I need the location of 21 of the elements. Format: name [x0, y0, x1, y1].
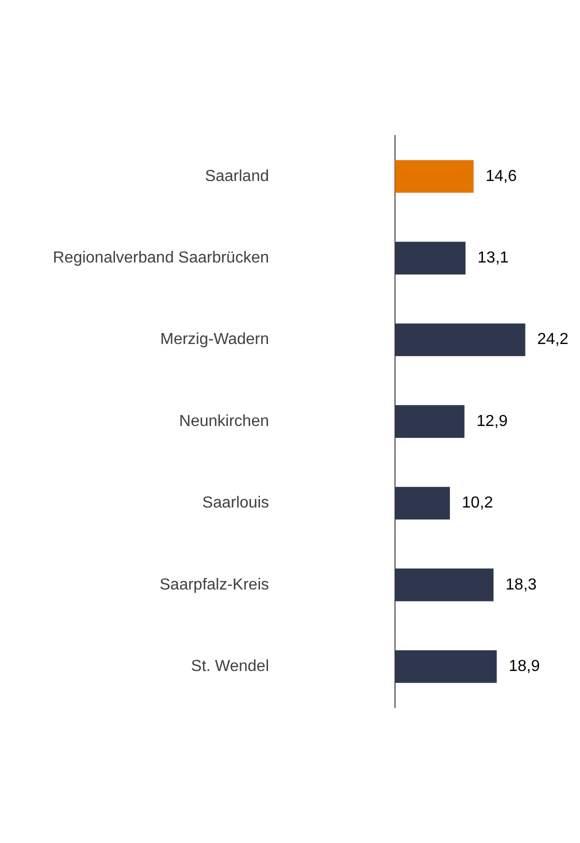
data-label: 18,3: [506, 576, 537, 594]
bar: [395, 323, 526, 356]
y-tick-label: Saarlouis: [202, 494, 269, 512]
bar: [395, 486, 450, 520]
y-tick-label: Neunkirchen: [179, 412, 269, 430]
data-label: 24,2: [537, 331, 569, 348]
y-tick-label: St. Wendel: [191, 658, 269, 675]
y-tick-label: Saarland: [204, 168, 269, 185]
y-tick-label: Merzig-Wadern: [160, 331, 269, 348]
bar: [395, 650, 497, 683]
data-label: 13,1: [478, 250, 509, 267]
bar: [395, 160, 474, 193]
data-label: 18,9: [508, 658, 540, 675]
data-label: 10,2: [462, 494, 494, 512]
data-label: 14,6: [486, 168, 517, 185]
y-tick-label: Regionalverband Saarbrücken: [52, 250, 269, 267]
data-label: 12,9: [476, 412, 508, 430]
y-tick-label: Saarpfalz-Kreis: [160, 576, 269, 594]
bar: [395, 405, 464, 438]
bar: [395, 242, 466, 274]
bar: [395, 568, 494, 602]
